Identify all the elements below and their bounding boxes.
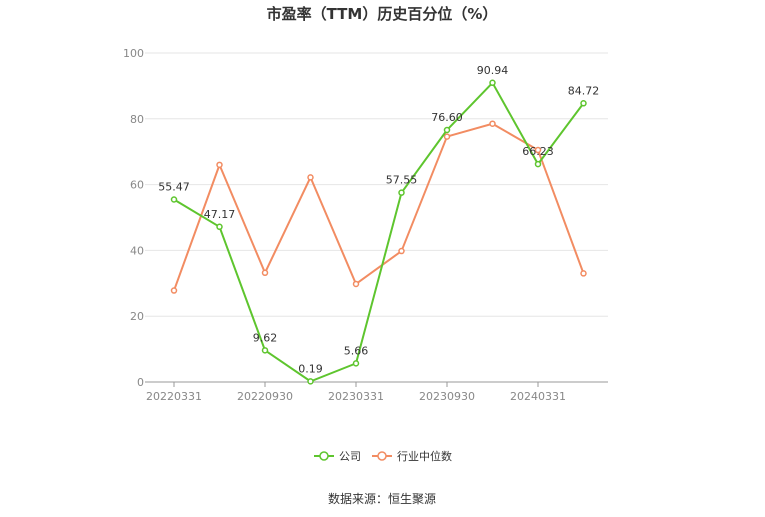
series-line (173, 81, 585, 383)
axis-layer: 0 20 40 60 80 100 20220331 20220930 20230331 2023… (123, 47, 608, 403)
data-point (352, 280, 360, 288)
x-tick-label: 20220331 (146, 390, 202, 403)
legend-label: 行业中位数 (397, 449, 452, 463)
data-label: 9.62 (253, 331, 278, 344)
data-label: 57.55 (386, 174, 418, 187)
y-tick-label: 0 (137, 376, 144, 389)
y-tick-label: 60 (130, 179, 144, 192)
data-point (534, 146, 542, 154)
data-point (216, 223, 223, 231)
legend-item: 行业中位数 (372, 449, 452, 463)
data-point (170, 196, 178, 203)
data-label: 66.23 (522, 145, 554, 158)
chart-title: 市盈率（TTM）历史百分位（%） (267, 5, 498, 23)
data-point (534, 160, 542, 168)
x-tick-label: 20220930 (237, 390, 293, 403)
legend: 公司 行业中位数 (314, 449, 452, 463)
data-source: 数据来源：恒生聚源 (328, 491, 436, 506)
x-tick-label: 20230930 (419, 390, 475, 403)
data-point (489, 79, 496, 87)
legend-item: 公司 (314, 450, 361, 463)
grid-layer (145, 52, 608, 317)
legend-label: 公司 (339, 450, 361, 463)
data-label: 0.19 (298, 362, 323, 375)
data-point (261, 269, 269, 277)
data-label: 47.17 (204, 208, 236, 221)
data-point (170, 287, 178, 294)
x-tick-label: 20230331 (328, 390, 384, 403)
data-point (489, 120, 496, 127)
series-layer (170, 79, 587, 385)
legend-marker-icon (377, 451, 387, 461)
legend-marker-icon (319, 451, 329, 461)
data-label: 76.60 (431, 111, 463, 124)
data-point (307, 378, 314, 385)
data-point (580, 270, 587, 277)
y-tick-label: 100 (123, 47, 144, 60)
data-point (398, 189, 405, 196)
data-point (307, 174, 314, 181)
data-label: 90.94 (477, 64, 509, 77)
data-point (352, 360, 360, 367)
x-tick-label: 20240331 (510, 390, 566, 403)
data-label: 84.72 (568, 84, 600, 97)
data-point (443, 126, 451, 134)
y-tick-label: 20 (130, 310, 144, 323)
data-point (443, 133, 451, 140)
series-line (173, 122, 585, 291)
data-point (261, 347, 269, 354)
data-point (398, 247, 405, 255)
y-tick-label: 40 (130, 244, 144, 257)
y-tick-label: 80 (130, 113, 144, 126)
data-point (580, 100, 587, 107)
data-point (216, 161, 223, 169)
data-label-layer: 55.47 47.17 9.62 0.19 5.66 57.55 76.60 90.94 66.… (158, 64, 599, 376)
data-label: 55.47 (158, 181, 190, 194)
data-label: 5.66 (344, 344, 369, 357)
